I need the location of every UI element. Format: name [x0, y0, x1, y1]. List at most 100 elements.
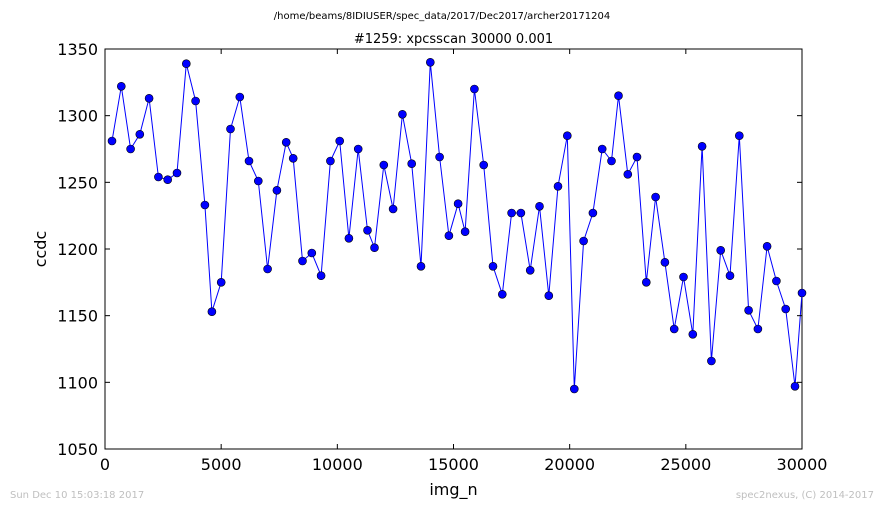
data-point — [370, 243, 379, 252]
data-point — [516, 208, 526, 218]
x-tick-label: 15000 — [428, 455, 479, 474]
y-tick-label: 1100 — [57, 373, 98, 392]
data-point — [614, 91, 623, 100]
data-point — [172, 168, 182, 178]
data-point — [460, 227, 470, 236]
data-point — [525, 265, 535, 275]
data-point — [163, 175, 172, 184]
data-point — [562, 131, 572, 140]
data-point — [253, 176, 263, 186]
data-point — [135, 130, 145, 139]
y-axis-label: ccdc — [31, 231, 50, 268]
data-point — [697, 142, 707, 151]
data-point — [316, 271, 326, 281]
credit-footer: spec2nexus, (C) 2014-2017 — [736, 490, 874, 501]
data-point — [707, 356, 716, 366]
data-point — [154, 172, 163, 182]
data-point — [326, 156, 335, 166]
data-point — [781, 304, 791, 314]
data-point — [191, 96, 200, 106]
data-point — [641, 277, 651, 287]
data-point — [107, 136, 117, 146]
data-point — [679, 272, 688, 282]
y-tick-label: 1300 — [57, 107, 98, 126]
data-point — [734, 131, 744, 140]
data-point — [344, 234, 354, 243]
y-tick-label: 1350 — [57, 40, 98, 59]
data-point — [144, 94, 154, 103]
data-point — [200, 200, 210, 210]
data-point — [435, 152, 444, 162]
data-point — [470, 84, 479, 94]
data-point — [298, 256, 307, 266]
data-point — [379, 160, 389, 170]
y-tick-label: 1250 — [57, 173, 98, 192]
data-point — [407, 159, 417, 168]
data-point — [126, 144, 135, 154]
data-point — [651, 192, 660, 202]
x-tick-label: 25000 — [660, 455, 711, 474]
timestamp-footer: Sun Dec 10 15:03:18 2017 — [10, 490, 144, 501]
data-point — [716, 246, 726, 255]
data-point — [216, 277, 226, 287]
data-point — [597, 144, 607, 154]
y-tick-label: 1150 — [57, 307, 98, 326]
data-point — [669, 324, 679, 334]
y-axis: 1050 1100 1150 1200 1250 1300 1350 — [57, 40, 802, 459]
data-point — [388, 204, 398, 214]
data-point — [753, 324, 763, 334]
data-point — [479, 160, 489, 170]
x-axis-label: img_n — [429, 480, 477, 500]
data-point — [569, 384, 579, 394]
data-point — [398, 110, 407, 119]
data-point — [762, 242, 772, 251]
plot-area — [104, 48, 807, 450]
data-point — [453, 199, 463, 208]
data-point — [281, 138, 291, 147]
data-point — [272, 186, 282, 195]
x-axis: 0 5000 10000 15000 20000 25000 30000 — [100, 49, 828, 474]
series-markers — [107, 57, 807, 394]
data-point — [660, 257, 670, 267]
data-point — [588, 208, 598, 218]
data-point — [488, 261, 498, 271]
data-point — [235, 92, 245, 102]
data-point — [244, 156, 254, 166]
x-tick-label: 5000 — [201, 455, 242, 474]
data-point — [226, 124, 235, 134]
data-point — [725, 271, 735, 281]
data-point — [363, 226, 372, 235]
data-point — [425, 57, 435, 67]
data-point — [688, 329, 698, 339]
data-point — [288, 154, 298, 163]
data-point — [535, 202, 544, 211]
y-tick-label: 1050 — [57, 440, 98, 459]
data-point — [335, 136, 345, 146]
data-point — [544, 291, 554, 301]
x-tick-label: 10000 — [312, 455, 363, 474]
data-point — [632, 152, 642, 162]
file-path-label: /home/beams/8IDIUSER/spec_data/2017/Dec2… — [274, 11, 610, 22]
chart-title: #1259: xpcsscan 30000 0.001 — [354, 32, 553, 47]
data-point — [507, 208, 516, 218]
data-point — [444, 231, 454, 240]
data-point — [579, 236, 588, 246]
data-point — [117, 82, 126, 91]
data-point — [772, 276, 781, 286]
series-line — [111, 62, 803, 390]
data-point — [623, 170, 633, 179]
y-tick-label: 1200 — [57, 240, 98, 259]
data-point — [263, 264, 272, 274]
data-point — [797, 288, 807, 298]
data-point — [744, 305, 753, 315]
data-point — [353, 144, 363, 154]
data-point — [553, 182, 563, 191]
x-tick-label: 0 — [100, 455, 110, 474]
data-point — [307, 248, 317, 258]
data-point — [416, 261, 426, 271]
x-tick-label: 30000 — [777, 455, 828, 474]
data-point — [497, 289, 507, 299]
data-point — [182, 59, 191, 69]
x-tick-label: 20000 — [544, 455, 595, 474]
